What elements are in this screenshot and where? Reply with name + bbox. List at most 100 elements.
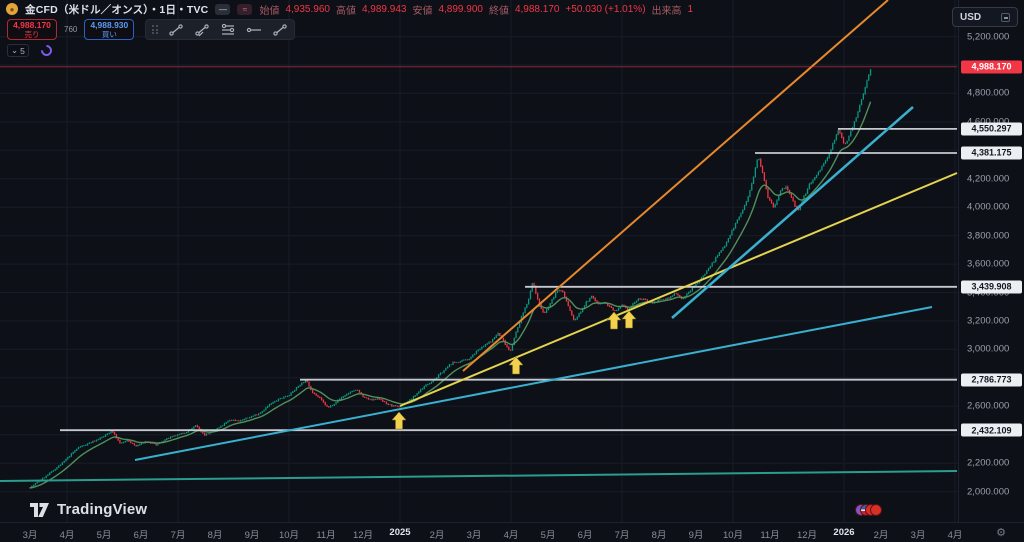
drawings-count: 5 xyxy=(20,45,25,56)
time-tick-8月: 8月 xyxy=(207,530,223,541)
time-tick-7月: 7月 xyxy=(170,530,186,541)
drawing-toolbar[interactable] xyxy=(145,19,295,40)
up-arrow-marker-1[interactable] xyxy=(391,411,407,430)
time-tick-12月: 12月 xyxy=(796,530,818,541)
long-support-cyan[interactable] xyxy=(134,306,933,461)
cross-line-icon[interactable] xyxy=(272,23,288,37)
wave-badge-icon[interactable]: ≈ xyxy=(237,3,253,15)
level-price-label: 2,786.773 xyxy=(961,373,1022,387)
horizontal-ray-icon[interactable] xyxy=(246,23,262,37)
collapse-badge-icon[interactable]: — xyxy=(215,3,231,15)
sell-label: 売り xyxy=(24,30,40,39)
sync-refresh-icon[interactable] xyxy=(38,42,55,59)
price-tick-3,200.000: 3,200.000 xyxy=(967,315,1010,327)
level-price-label: 4,550.297 xyxy=(961,122,1022,136)
price-tick-4,600.000: 4,600.000 xyxy=(967,116,1009,127)
time-tick-8月: 8月 xyxy=(651,530,667,541)
chevron-down-icon: ⌄ xyxy=(11,45,19,55)
ohlc-readout: 始値 4,935.960 高値 4,989.943 安値 4,899.900 終値 4,… xyxy=(259,2,693,17)
trend-line-icon[interactable] xyxy=(168,23,184,37)
time-tick-10月: 10月 xyxy=(722,530,744,541)
drag-handle-icon[interactable] xyxy=(152,25,158,34)
time-tick-4月: 4月 xyxy=(947,530,963,541)
symbol-title[interactable]: 金CFD（米ドル／オンス）・1日・TVC xyxy=(25,3,209,16)
high-label: 高値 xyxy=(335,5,356,17)
candle-wicks-up xyxy=(31,68,871,489)
up-arrow-marker-2[interactable] xyxy=(508,356,524,375)
open-value: 4,935.960 xyxy=(285,3,330,15)
chart-canvas[interactable] xyxy=(0,0,958,522)
price-tick-3,800.000: 3,800.000 xyxy=(967,230,1010,242)
price-tick-5,200.000: 5,200.000 xyxy=(967,31,1010,43)
time-tick-7月: 7月 xyxy=(614,530,630,541)
level-price-label: 4,381.175 xyxy=(961,146,1022,160)
up-arrow-marker-4[interactable] xyxy=(621,310,637,329)
change-value: +50.030 (+1.01%) xyxy=(565,3,646,15)
extended-line-icon[interactable] xyxy=(194,23,210,37)
time-tick-10月: 10月 xyxy=(278,530,300,541)
close-value: 4,988.170 xyxy=(514,3,560,15)
sell-price: 4,988.170 xyxy=(13,19,51,30)
time-tick-2026: 2026 xyxy=(833,527,855,538)
currency-mode-icon xyxy=(1001,12,1010,22)
up-arrow-marker-3[interactable] xyxy=(606,311,622,330)
time-tick-6月: 6月 xyxy=(133,530,149,541)
price-tick-3,000.000: 3,000.000 xyxy=(967,343,1010,355)
chart-subtoolbar: ⌄ 5 xyxy=(7,42,55,59)
sell-button[interactable]: 4,988.170 売り xyxy=(7,19,57,40)
spread-value: 760 xyxy=(64,25,78,34)
price-tick-2,600.000: 2,600.000 xyxy=(967,400,1010,412)
high-value: 4,989.943 xyxy=(361,3,407,15)
trade-panel: 4,988.170 売り 760 4,988.930 買い xyxy=(7,19,295,40)
time-tick-3月: 3月 xyxy=(22,530,38,541)
currency-label: USD xyxy=(960,11,982,23)
level-price-label: 2,432.109 xyxy=(961,423,1022,437)
steep-support-cyan[interactable] xyxy=(671,106,914,319)
low-label: 安値 xyxy=(412,5,433,17)
price-tick-4,800.000: 4,800.000 xyxy=(967,87,1010,99)
parallel-channel-icon[interactable] xyxy=(220,23,236,37)
price-axis[interactable]: 5,200.000 4,800.000 4,600.000 4,200.000 4,00… xyxy=(958,0,1024,522)
drawings-count-dropdown[interactable]: ⌄ 5 xyxy=(7,44,29,57)
close-label: 終値 xyxy=(488,5,509,17)
time-tick-5月: 5月 xyxy=(540,530,556,541)
mid-trendline-yellow[interactable] xyxy=(399,172,958,407)
time-tick-12月: 12月 xyxy=(352,530,374,541)
time-tick-4月: 4月 xyxy=(59,530,75,541)
time-tick-5月: 5月 xyxy=(96,530,112,541)
tradingview-logo-text: TradingView xyxy=(57,501,148,518)
economic-events-flags-icon[interactable] xyxy=(855,504,882,516)
price-tick-4,000.000: 4,000.000 xyxy=(967,201,1010,213)
axis-settings-gear-icon[interactable]: ⚙ xyxy=(996,526,1006,539)
symbol-header: ● 金CFD（米ドル／オンス）・1日・TVC — ≈ 始値 4,935.960 高… xyxy=(6,2,693,17)
time-tick-9月: 9月 xyxy=(244,530,260,541)
price-tick-2,200.000: 2,200.000 xyxy=(967,457,1010,469)
event-flag-icon xyxy=(870,504,882,516)
volume-label: 出来高 xyxy=(651,5,682,17)
time-tick-4月: 4月 xyxy=(503,530,519,541)
time-tick-3月: 3月 xyxy=(466,530,482,541)
time-axis[interactable]: ⚙ 3月 4月 5月 6月 7月 8月 9月 10月 11月 12月 2025 2月 3月 4月 5月 6月 7… xyxy=(0,522,1024,542)
level-price-label: 3,439.908 xyxy=(961,280,1022,294)
base-line-teal[interactable] xyxy=(0,470,958,482)
time-tick-2月: 2月 xyxy=(429,530,445,541)
currency-button[interactable]: USD xyxy=(952,7,1018,27)
buy-button[interactable]: 4,988.930 買い xyxy=(84,19,135,40)
tradingview-logo[interactable]: TradingView xyxy=(30,501,147,518)
time-tick-3月: 3月 xyxy=(910,530,926,541)
open-label: 始値 xyxy=(259,5,280,17)
price-tick-3,600.000: 3,600.000 xyxy=(967,258,1010,270)
time-tick-11月: 11月 xyxy=(760,530,780,541)
low-value: 4,899.900 xyxy=(438,3,483,15)
buy-price: 4,988.930 xyxy=(90,19,129,30)
price-chart[interactable] xyxy=(0,0,958,522)
last-price-label: 4,988.170 xyxy=(961,60,1022,74)
price-tick-4,200.000: 4,200.000 xyxy=(967,173,1010,185)
gold-symbol-icon: ● xyxy=(6,3,18,15)
time-tick-2025: 2025 xyxy=(389,527,411,538)
buy-label: 買い xyxy=(101,30,117,39)
candle-bodies-up xyxy=(31,69,872,489)
steep-trendline-orange[interactable] xyxy=(462,0,889,372)
ema-line[interactable] xyxy=(29,101,872,489)
